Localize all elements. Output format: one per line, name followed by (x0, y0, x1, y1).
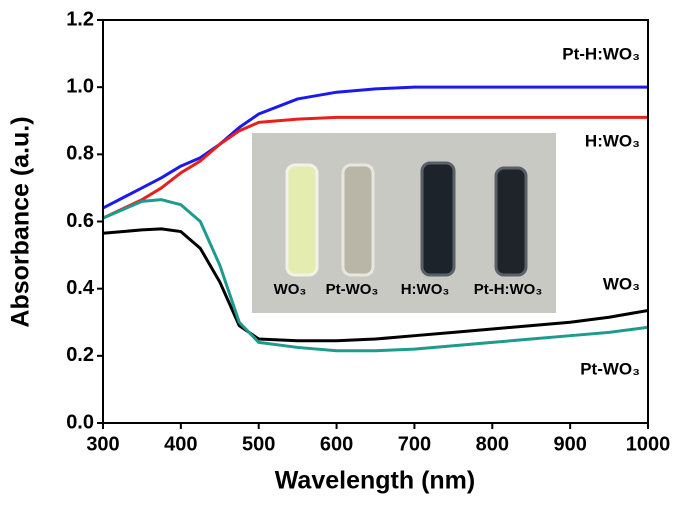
tube (494, 166, 528, 277)
x-tick-label: 800 (476, 433, 509, 455)
x-tick-label: 900 (553, 433, 586, 455)
x-tick-label: 700 (398, 433, 431, 455)
y-tick-label: 0.0 (66, 411, 94, 433)
series-label: Pt-WO₃ (580, 359, 640, 378)
x-tick-label: 300 (86, 433, 119, 455)
inset-label: WO₃ (274, 281, 307, 298)
y-tick-label: 0.2 (66, 344, 94, 366)
series-line (102, 115, 648, 220)
x-axis-title: Wavelength (nm) (275, 467, 475, 495)
x-tick-label: 600 (320, 433, 353, 455)
y-tick-label: 0.8 (66, 143, 94, 165)
series-label: WO₃ (603, 274, 640, 293)
y-tick-label: 1.0 (66, 75, 94, 97)
tube (285, 163, 319, 277)
x-tick-label: 500 (242, 433, 275, 455)
x-tick-label: 400 (164, 433, 197, 455)
plot-frame (102, 19, 649, 424)
series-line (102, 198, 649, 353)
inset-label: Pt-WO₃ (326, 281, 379, 298)
series-line (102, 227, 649, 343)
y-tick-label: 1.2 (66, 8, 94, 30)
x-tick-label: 1000 (626, 433, 671, 455)
tube (341, 163, 375, 277)
inset-label: Pt-H:WO₃ (474, 281, 543, 298)
y-tick-label: 0.6 (66, 210, 94, 232)
y-tick-label: 0.4 (66, 277, 95, 299)
series-line (102, 85, 648, 210)
inset-label: H:WO₃ (401, 281, 450, 298)
y-axis-title: Absorbance (a.u.) (7, 116, 35, 327)
series-label: H:WO₃ (585, 131, 640, 150)
inset-photo (252, 133, 556, 313)
series-label: Pt-H:WO₃ (562, 44, 640, 63)
tube (420, 161, 456, 277)
